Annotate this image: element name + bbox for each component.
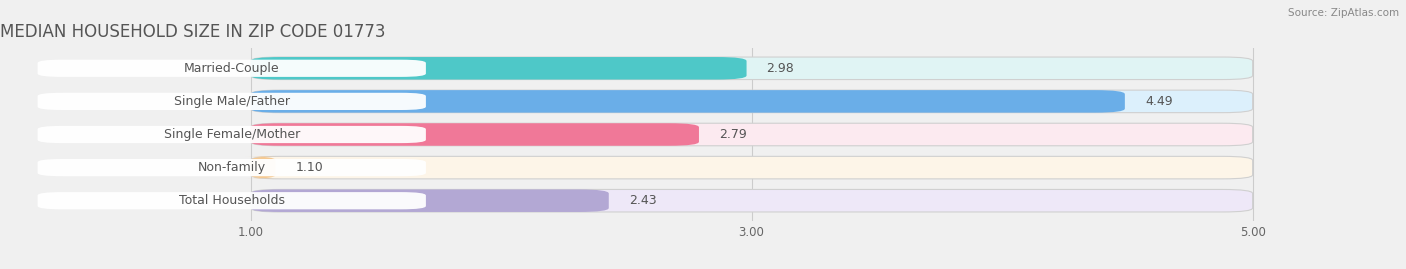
- FancyBboxPatch shape: [250, 189, 609, 212]
- FancyBboxPatch shape: [250, 57, 1253, 80]
- FancyBboxPatch shape: [38, 60, 426, 77]
- FancyBboxPatch shape: [250, 189, 1253, 212]
- Text: Married-Couple: Married-Couple: [184, 62, 280, 75]
- FancyBboxPatch shape: [38, 93, 426, 110]
- Text: Total Households: Total Households: [179, 194, 285, 207]
- Text: MEDIAN HOUSEHOLD SIZE IN ZIP CODE 01773: MEDIAN HOUSEHOLD SIZE IN ZIP CODE 01773: [0, 23, 385, 41]
- Text: Single Female/Mother: Single Female/Mother: [163, 128, 299, 141]
- Text: Source: ZipAtlas.com: Source: ZipAtlas.com: [1288, 8, 1399, 18]
- FancyBboxPatch shape: [38, 159, 426, 176]
- Text: 1.10: 1.10: [295, 161, 323, 174]
- Text: 2.79: 2.79: [718, 128, 747, 141]
- FancyBboxPatch shape: [250, 156, 1253, 179]
- Text: Non-family: Non-family: [198, 161, 266, 174]
- FancyBboxPatch shape: [250, 123, 1253, 146]
- FancyBboxPatch shape: [250, 57, 747, 80]
- Text: 2.98: 2.98: [766, 62, 794, 75]
- FancyBboxPatch shape: [250, 90, 1253, 113]
- FancyBboxPatch shape: [246, 156, 281, 179]
- FancyBboxPatch shape: [38, 192, 426, 209]
- Text: 2.43: 2.43: [628, 194, 657, 207]
- Text: 4.49: 4.49: [1144, 95, 1173, 108]
- FancyBboxPatch shape: [250, 123, 699, 146]
- Text: Single Male/Father: Single Male/Father: [174, 95, 290, 108]
- FancyBboxPatch shape: [38, 126, 426, 143]
- FancyBboxPatch shape: [250, 90, 1125, 113]
